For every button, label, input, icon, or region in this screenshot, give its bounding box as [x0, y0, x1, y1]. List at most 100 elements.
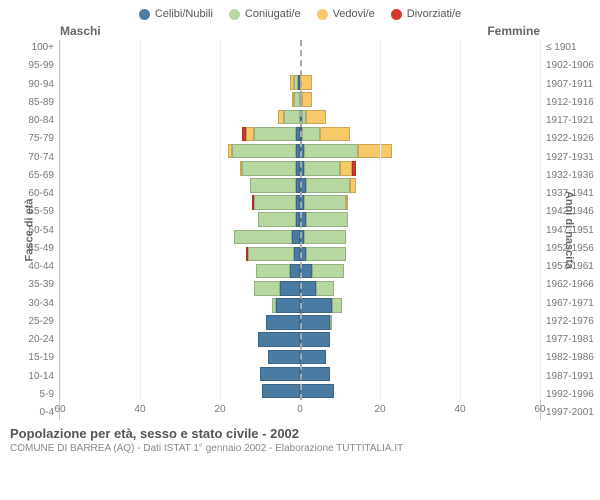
bar-segment [258, 212, 296, 227]
zero-line [300, 40, 302, 400]
x-tick: 0 [297, 404, 303, 415]
bar-segment [248, 247, 294, 262]
year-tick: ≤ 1901 [546, 42, 600, 53]
bar-segment [300, 384, 334, 399]
gridline [380, 40, 381, 400]
age-tick: 60-64 [0, 188, 54, 199]
bar-segment [306, 110, 326, 125]
bar-segment [242, 161, 296, 176]
male-side [60, 383, 300, 400]
bar-segment [280, 281, 300, 296]
bar-segment [306, 247, 346, 262]
age-tick: 95-99 [0, 60, 54, 71]
x-tick: 60 [534, 404, 545, 415]
legend-swatch [229, 9, 240, 20]
age-tick: 10-14 [0, 371, 54, 382]
male-side [60, 40, 300, 57]
female-side [300, 383, 540, 400]
bar-segment [304, 144, 358, 159]
bar-segment [234, 230, 292, 245]
male-side [60, 280, 300, 297]
legend-item: Vedovi/e [317, 8, 375, 20]
bar-segment [300, 315, 330, 330]
caption-sub: COMUNE DI BARREA (AQ) - Dati ISTAT 1° ge… [10, 443, 590, 454]
male-side [60, 211, 300, 228]
year-tick: 1912-1916 [546, 97, 600, 108]
female-side [300, 143, 540, 160]
female-side [300, 57, 540, 74]
bar-segment [258, 332, 300, 347]
bar-segment [256, 264, 290, 279]
gridline [540, 40, 541, 400]
bar-segment [284, 110, 300, 125]
female-side [300, 280, 540, 297]
bar-segment [304, 195, 346, 210]
female-side [300, 229, 540, 246]
male-side [60, 143, 300, 160]
male-side [60, 331, 300, 348]
legend-swatch [139, 9, 150, 20]
gender-headers: Maschi Femmine [0, 24, 600, 40]
bar-segment [292, 230, 300, 245]
bar-segment [254, 281, 280, 296]
age-tick: 70-74 [0, 152, 54, 163]
male-side [60, 74, 300, 91]
legend-label: Divorziati/e [407, 8, 461, 20]
bar-segment [352, 161, 356, 176]
bar-segment [346, 195, 348, 210]
legend-item: Divorziati/e [391, 8, 461, 20]
female-side [300, 331, 540, 348]
female-side [300, 160, 540, 177]
female-side [300, 263, 540, 280]
plot-area: 6040200204060 [59, 40, 541, 420]
male-side [60, 314, 300, 331]
male-side [60, 160, 300, 177]
bar-segment [250, 178, 296, 193]
female-side [300, 40, 540, 57]
age-tick: 15-19 [0, 352, 54, 363]
bar-segment [330, 315, 332, 330]
bar-segment [332, 298, 342, 313]
female-side [300, 91, 540, 108]
x-axis: 6040200204060 [60, 400, 540, 420]
bar-segment [340, 161, 352, 176]
bar-segment [306, 212, 348, 227]
bar-segment [316, 281, 334, 296]
legend-label: Vedovi/e [333, 8, 375, 20]
bar-segment [300, 350, 326, 365]
x-tick: 20 [374, 404, 385, 415]
legend-item: Celibi/Nubili [139, 8, 213, 20]
bar-segment [268, 350, 300, 365]
year-tick: 1992-1996 [546, 389, 600, 400]
male-side [60, 366, 300, 383]
legend-swatch [317, 9, 328, 20]
female-side [300, 246, 540, 263]
male-side [60, 177, 300, 194]
legend-label: Coniugati/e [245, 8, 301, 20]
population-pyramid: Fasce di età Anni di nascita 100+95-9990… [0, 40, 600, 420]
age-tick: 75-79 [0, 133, 54, 144]
bar-segment [350, 178, 356, 193]
x-tick: 40 [454, 404, 465, 415]
bar-segment [266, 315, 300, 330]
year-tick: 1962-1966 [546, 279, 600, 290]
header-male: Maschi [60, 24, 101, 38]
female-side [300, 314, 540, 331]
caption: Popolazione per età, sesso e stato civil… [0, 420, 600, 458]
bar-segment [302, 127, 320, 142]
age-tick: 25-29 [0, 316, 54, 327]
year-tick: 1917-1921 [546, 115, 600, 126]
year-tick: 1982-1986 [546, 352, 600, 363]
bar-segment [304, 161, 340, 176]
legend-swatch [391, 9, 402, 20]
age-tick: 35-39 [0, 279, 54, 290]
age-tick: 30-34 [0, 298, 54, 309]
bar-segment [262, 384, 300, 399]
x-tick: 40 [134, 404, 145, 415]
bar-segment [304, 230, 346, 245]
caption-title: Popolazione per età, sesso e stato civil… [10, 426, 590, 441]
bar-segment [300, 281, 316, 296]
x-tick: 60 [54, 404, 65, 415]
female-side [300, 74, 540, 91]
year-tick: 1987-1991 [546, 371, 600, 382]
